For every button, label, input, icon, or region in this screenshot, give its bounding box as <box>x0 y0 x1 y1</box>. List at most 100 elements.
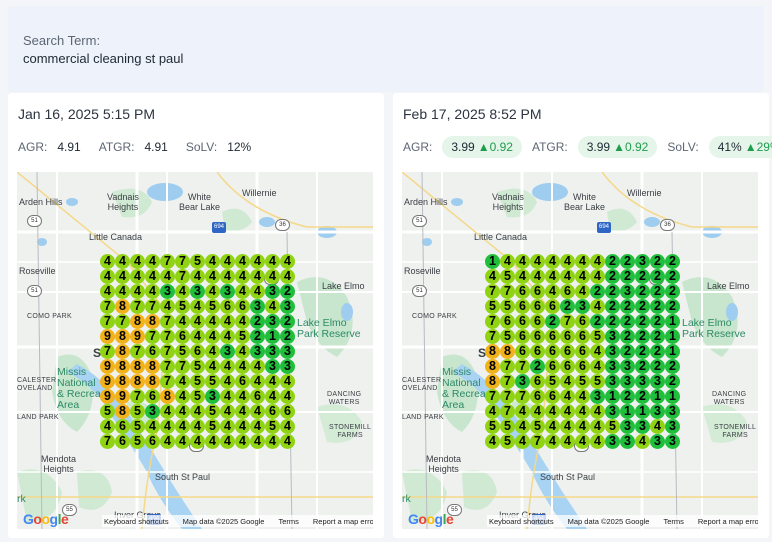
rank-cell[interactable]: 3 <box>220 344 235 359</box>
rank-cell[interactable]: 6 <box>235 299 250 314</box>
rank-cell[interactable]: 4 <box>175 374 190 389</box>
rank-cell[interactable]: 2 <box>605 284 620 299</box>
rank-cell[interactable]: 4 <box>560 374 575 389</box>
rank-cell[interactable]: 7 <box>175 359 190 374</box>
rank-cell[interactable]: 4 <box>190 314 205 329</box>
rank-cell[interactable]: 2 <box>650 299 665 314</box>
rank-cell[interactable]: 2 <box>590 314 605 329</box>
rank-cell[interactable]: 2 <box>665 359 680 374</box>
rank-cell[interactable]: 4 <box>545 269 560 284</box>
rank-cell[interactable]: 9 <box>100 329 115 344</box>
rank-cell[interactable]: 5 <box>485 299 500 314</box>
rank-cell[interactable]: 4 <box>205 344 220 359</box>
rank-cell[interactable]: 7 <box>160 314 175 329</box>
rank-cell[interactable]: 4 <box>175 389 190 404</box>
rank-cell[interactable]: 7 <box>485 314 500 329</box>
rank-cell[interactable]: 5 <box>130 419 145 434</box>
rank-cell[interactable]: 3 <box>280 359 295 374</box>
rank-cell[interactable]: 2 <box>530 359 545 374</box>
rank-cell[interactable]: 4 <box>205 359 220 374</box>
rank-cell[interactable]: 7 <box>500 359 515 374</box>
report-map-error-link[interactable]: Report a map error <box>312 516 373 526</box>
rank-cell[interactable]: 3 <box>620 434 635 449</box>
rank-cell[interactable]: 8 <box>145 314 160 329</box>
rank-cell[interactable]: 4 <box>250 419 265 434</box>
rank-cell[interactable]: 4 <box>545 434 560 449</box>
rank-cell[interactable]: 4 <box>650 419 665 434</box>
rank-cell[interactable]: 5 <box>190 359 205 374</box>
rank-cell[interactable]: 7 <box>175 254 190 269</box>
rank-cell[interactable]: 6 <box>575 329 590 344</box>
rank-cell[interactable]: 4 <box>190 329 205 344</box>
rank-cell[interactable]: 4 <box>575 389 590 404</box>
rank-cell[interactable]: 7 <box>160 374 175 389</box>
rank-cell[interactable]: 5 <box>130 404 145 419</box>
rank-cell[interactable]: 3 <box>605 344 620 359</box>
rank-cell[interactable]: 2 <box>650 314 665 329</box>
rank-cell[interactable]: 4 <box>590 344 605 359</box>
rank-cell[interactable]: 7 <box>500 404 515 419</box>
rank-cell[interactable]: 4 <box>175 419 190 434</box>
rank-cell[interactable]: 4 <box>590 434 605 449</box>
rank-cell[interactable]: 2 <box>590 284 605 299</box>
rank-cell[interactable]: 4 <box>115 254 130 269</box>
rank-cell[interactable]: 7 <box>100 344 115 359</box>
rank-cell[interactable]: 9 <box>115 389 130 404</box>
rank-cell[interactable]: 8 <box>115 374 130 389</box>
rank-cell[interactable]: 6 <box>530 284 545 299</box>
rank-cell[interactable]: 4 <box>220 404 235 419</box>
rank-cell[interactable]: 8 <box>485 359 500 374</box>
rank-cell[interactable]: 2 <box>545 314 560 329</box>
rank-cell[interactable]: 7 <box>145 329 160 344</box>
rank-cell[interactable]: 6 <box>190 344 205 359</box>
rank-cell[interactable]: 3 <box>280 344 295 359</box>
rank-cell[interactable]: 4 <box>220 389 235 404</box>
rank-cell[interactable]: 6 <box>545 299 560 314</box>
rank-cell[interactable]: 7 <box>485 284 500 299</box>
rank-cell[interactable]: 8 <box>145 359 160 374</box>
rank-cell[interactable]: 4 <box>115 269 130 284</box>
rank-cell[interactable]: 4 <box>575 254 590 269</box>
rank-cell[interactable]: 8 <box>145 374 160 389</box>
rank-cell[interactable]: 7 <box>100 434 115 449</box>
rank-cell[interactable]: 4 <box>515 404 530 419</box>
rank-cell[interactable]: 4 <box>175 434 190 449</box>
rank-cell[interactable]: 3 <box>605 329 620 344</box>
rank-cell[interactable]: 7 <box>160 329 175 344</box>
rank-cell[interactable]: 8 <box>130 374 145 389</box>
rank-cell[interactable]: 5 <box>530 419 545 434</box>
rank-cell[interactable]: 1 <box>665 389 680 404</box>
rank-cell[interactable]: 8 <box>115 359 130 374</box>
rank-cell[interactable]: 8 <box>130 314 145 329</box>
rank-cell[interactable]: 2 <box>605 254 620 269</box>
rank-cell[interactable]: 2 <box>620 269 635 284</box>
rank-cell[interactable]: 6 <box>280 404 295 419</box>
rank-cell[interactable]: 6 <box>530 389 545 404</box>
rank-cell[interactable]: 7 <box>130 389 145 404</box>
rank-cell[interactable]: 6 <box>530 299 545 314</box>
rank-cell[interactable]: 4 <box>250 374 265 389</box>
rank-cell[interactable]: 1 <box>265 329 280 344</box>
rank-cell[interactable]: 3 <box>620 359 635 374</box>
rank-cell[interactable]: 4 <box>235 434 250 449</box>
rank-cell[interactable]: 4 <box>220 269 235 284</box>
rank-cell[interactable]: 4 <box>265 374 280 389</box>
rank-cell[interactable]: 4 <box>265 299 280 314</box>
rank-cell[interactable]: 3 <box>280 299 295 314</box>
rank-cell[interactable]: 4 <box>205 434 220 449</box>
terms-link[interactable]: Terms <box>278 516 299 526</box>
rank-cell[interactable]: 4 <box>590 299 605 314</box>
rank-cell[interactable]: 4 <box>280 374 295 389</box>
rank-cell[interactable]: 3 <box>620 374 635 389</box>
rank-cell[interactable]: 8 <box>115 404 130 419</box>
rank-cell[interactable]: 2 <box>635 329 650 344</box>
rank-cell[interactable]: 7 <box>130 299 145 314</box>
rank-cell[interactable]: 3 <box>265 284 280 299</box>
rank-cell[interactable]: 2 <box>650 359 665 374</box>
rank-cell[interactable]: 4 <box>545 419 560 434</box>
rank-cell[interactable]: 3 <box>635 254 650 269</box>
rank-cell[interactable]: 5 <box>205 374 220 389</box>
rank-cell[interactable]: 3 <box>605 374 620 389</box>
rank-cell[interactable]: 6 <box>145 389 160 404</box>
rank-cell[interactable]: 4 <box>590 404 605 419</box>
